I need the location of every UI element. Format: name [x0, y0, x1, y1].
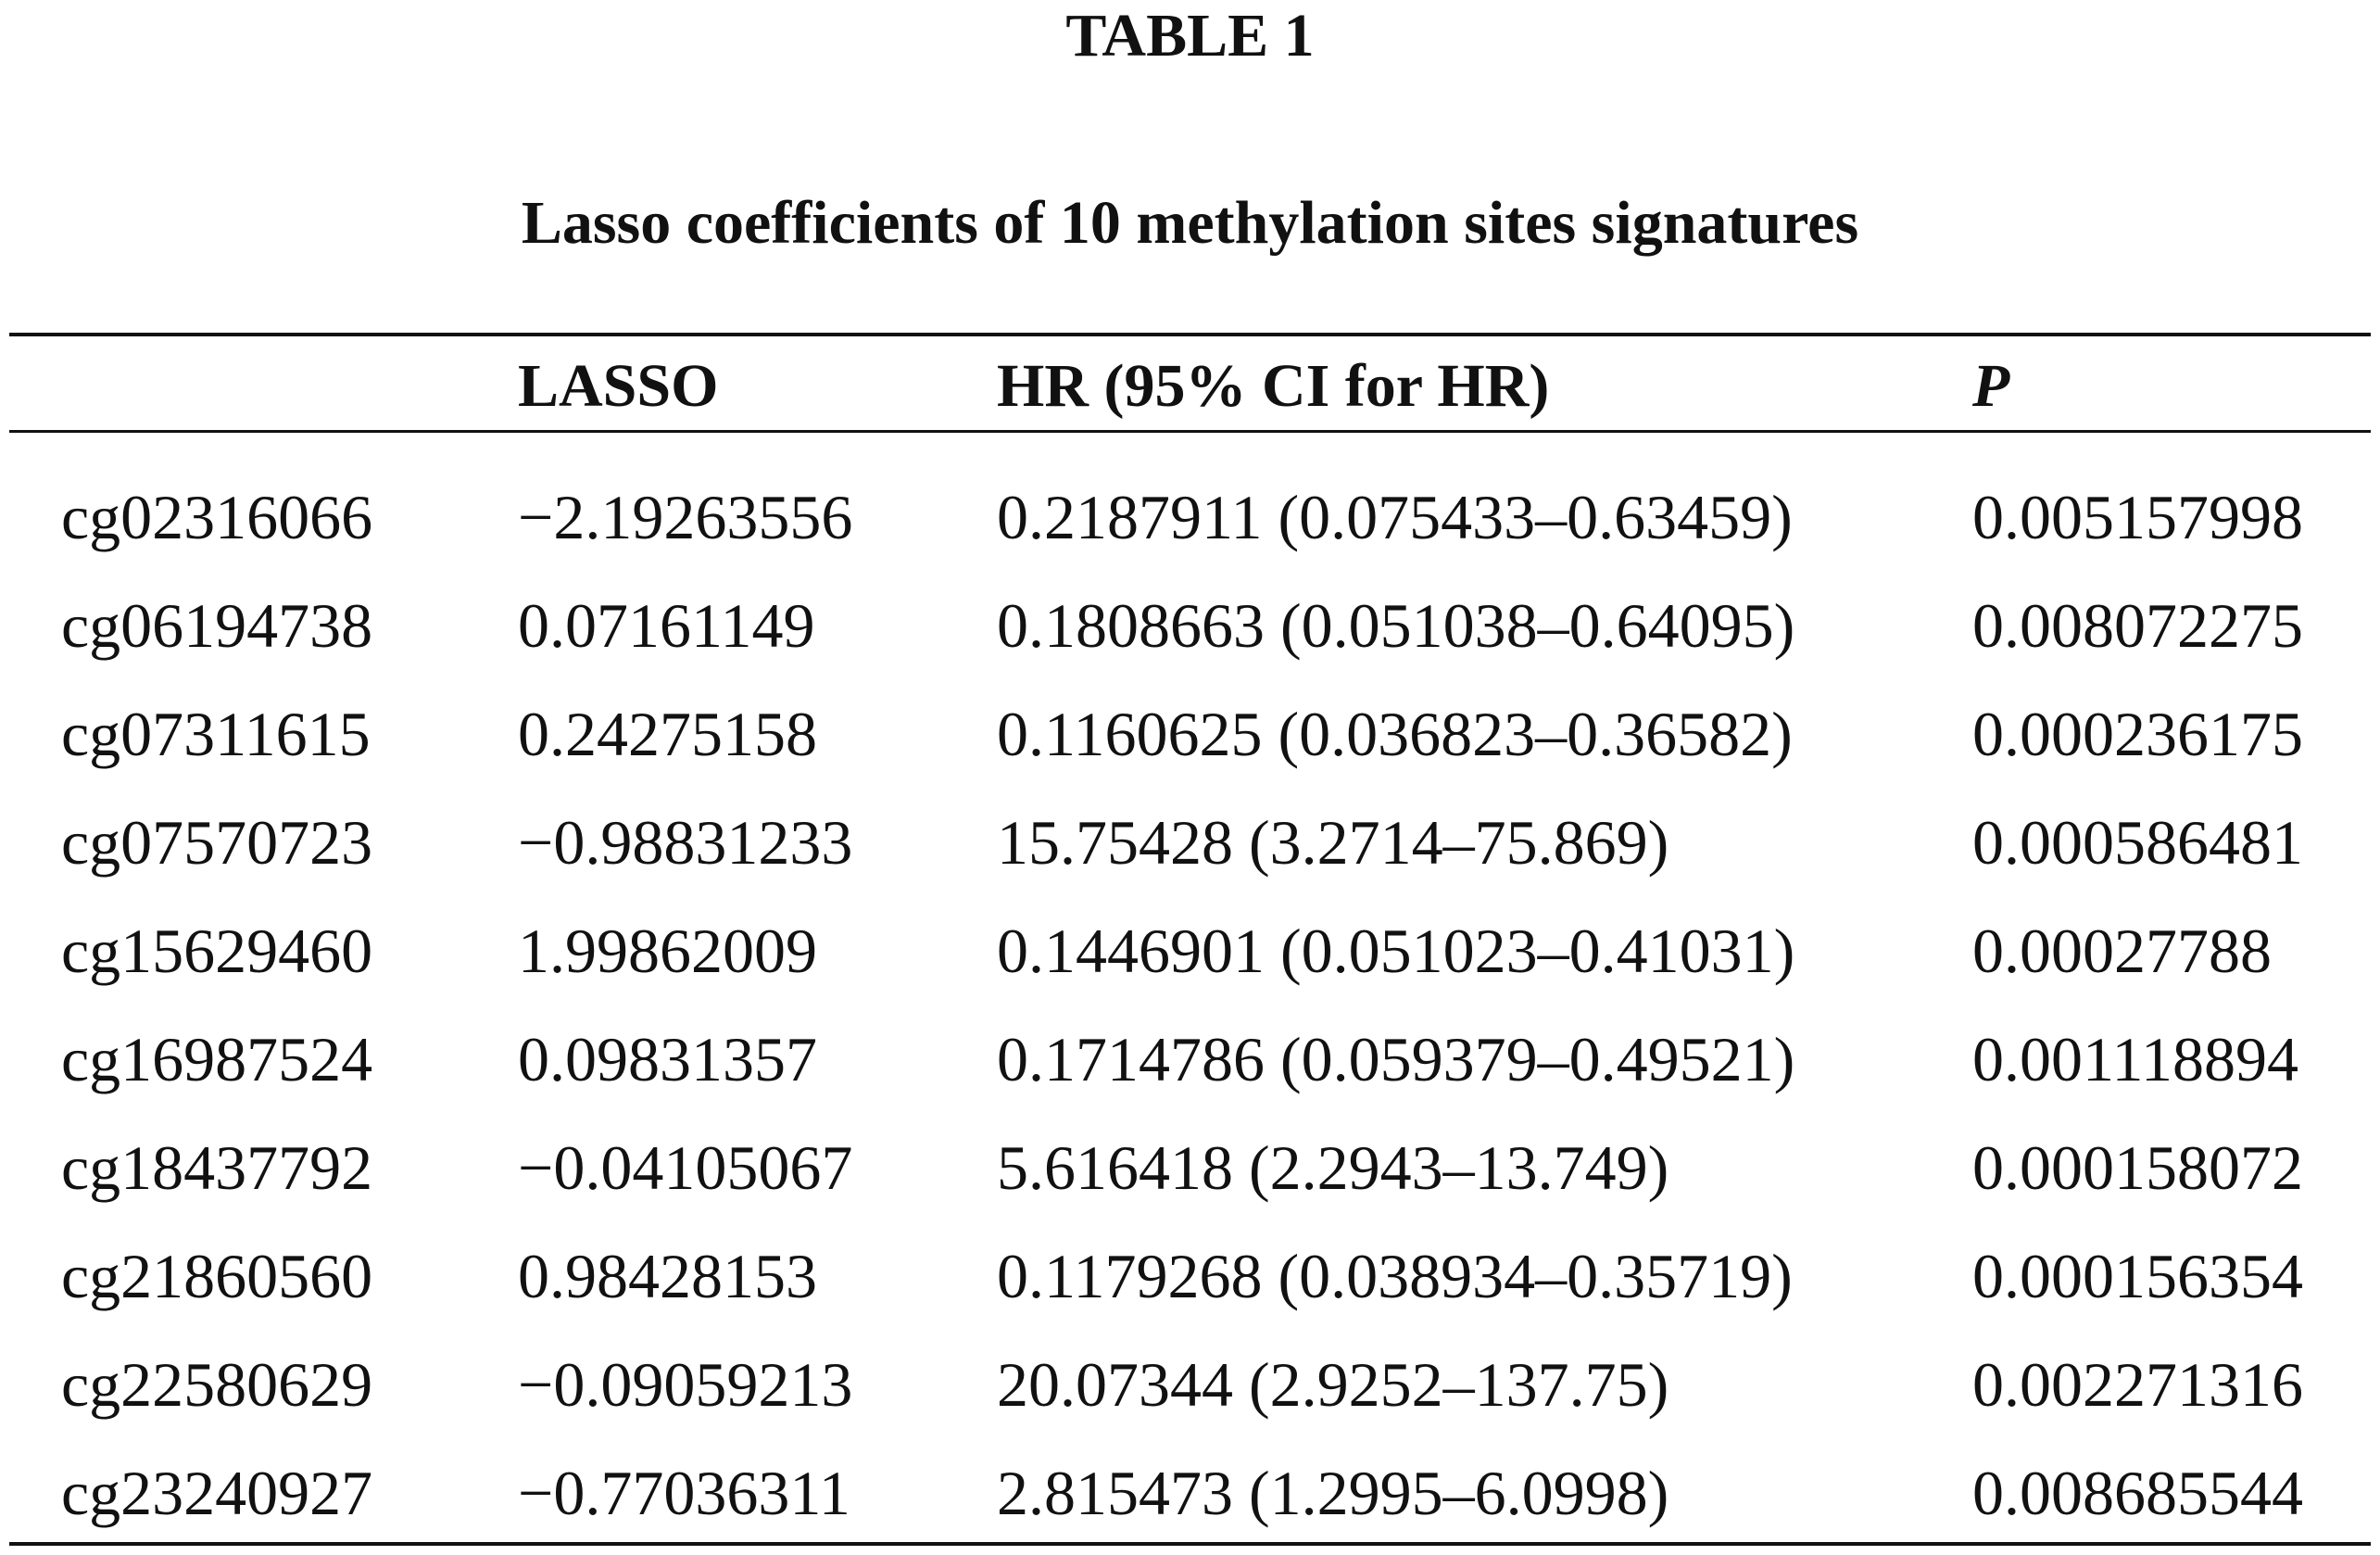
- row-label: cg22580629: [61, 1349, 373, 1420]
- table-cell: 0.005157998: [1972, 482, 2303, 552]
- row-label: cg06194738: [61, 590, 373, 661]
- table-cell: 15.75428 (3.2714–75.869): [997, 807, 1669, 878]
- top-rule: [9, 333, 2371, 336]
- table-cell: −0.98831233: [518, 807, 853, 878]
- table-cell: −0.04105067: [518, 1132, 853, 1203]
- table-cell: 0.00027788: [1972, 916, 2272, 986]
- table-cell: 0.000236175: [1972, 699, 2303, 769]
- table-cell: 0.000156354: [1972, 1241, 2303, 1311]
- table-cell: 0.1160625 (0.036823–0.36582): [997, 699, 1793, 769]
- table-cell: 2.815473 (1.2995–6.0998): [997, 1458, 1669, 1528]
- row-label: cg21860560: [61, 1241, 373, 1311]
- table-cell: 0.000158072: [1972, 1132, 2303, 1203]
- table-cell: 0.24275158: [518, 699, 817, 769]
- column-header: LASSO: [518, 352, 719, 420]
- table-subtitle: Lasso coefficients of 10 methylation sit…: [521, 189, 1859, 257]
- column-header: P: [1972, 352, 2010, 420]
- table-cell: 0.002271316: [1972, 1349, 2303, 1420]
- table-cell: −0.77036311: [518, 1458, 850, 1528]
- table-cell: 0.1446901 (0.051023–0.41031): [997, 916, 1795, 986]
- table-cell: 0.008072275: [1972, 590, 2303, 661]
- table-cell: 20.07344 (2.9252–137.75): [997, 1349, 1669, 1420]
- table-cell: 0.008685544: [1972, 1458, 2303, 1528]
- table-cell: 0.2187911 (0.075433–0.63459): [997, 482, 1793, 552]
- column-header: HR (95% CI for HR): [997, 352, 1550, 420]
- table-cell: 0.09831357: [518, 1024, 817, 1094]
- table-cell: 5.616418 (2.2943–13.749): [997, 1132, 1669, 1203]
- row-label: cg07570723: [61, 807, 373, 878]
- bottom-rule: [9, 1542, 2371, 1546]
- table-cell: 0.1714786 (0.059379–0.49521): [997, 1024, 1795, 1094]
- table-title: TABLE 1: [1065, 2, 1315, 70]
- row-label: cg15629460: [61, 916, 373, 986]
- table-cell: −0.09059213: [518, 1349, 853, 1420]
- table-cell: 0.1808663 (0.051038–0.64095): [997, 590, 1795, 661]
- table-cell: 0.98428153: [518, 1241, 817, 1311]
- table-cell: 0.07161149: [518, 590, 815, 661]
- table-cell: 0.1179268 (0.038934–0.35719): [997, 1241, 1793, 1311]
- table-cell: 0.001118894: [1972, 1024, 2298, 1094]
- row-label: cg16987524: [61, 1024, 373, 1094]
- row-label: cg23240927: [61, 1458, 373, 1528]
- table-cell: 0.000586481: [1972, 807, 2303, 878]
- table-cell: −2.19263556: [518, 482, 853, 552]
- row-label: cg18437792: [61, 1132, 373, 1203]
- row-label: cg07311615: [61, 699, 371, 769]
- table-cell: 1.99862009: [518, 916, 817, 986]
- header-rule: [9, 430, 2371, 433]
- row-label: cg02316066: [61, 482, 373, 552]
